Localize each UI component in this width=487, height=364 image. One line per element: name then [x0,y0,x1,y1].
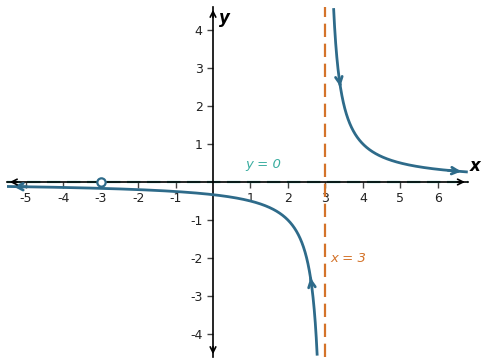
Text: y = 0: y = 0 [245,158,281,171]
Text: x = 3: x = 3 [330,252,366,265]
Text: y: y [219,9,229,27]
Text: x: x [469,157,480,175]
